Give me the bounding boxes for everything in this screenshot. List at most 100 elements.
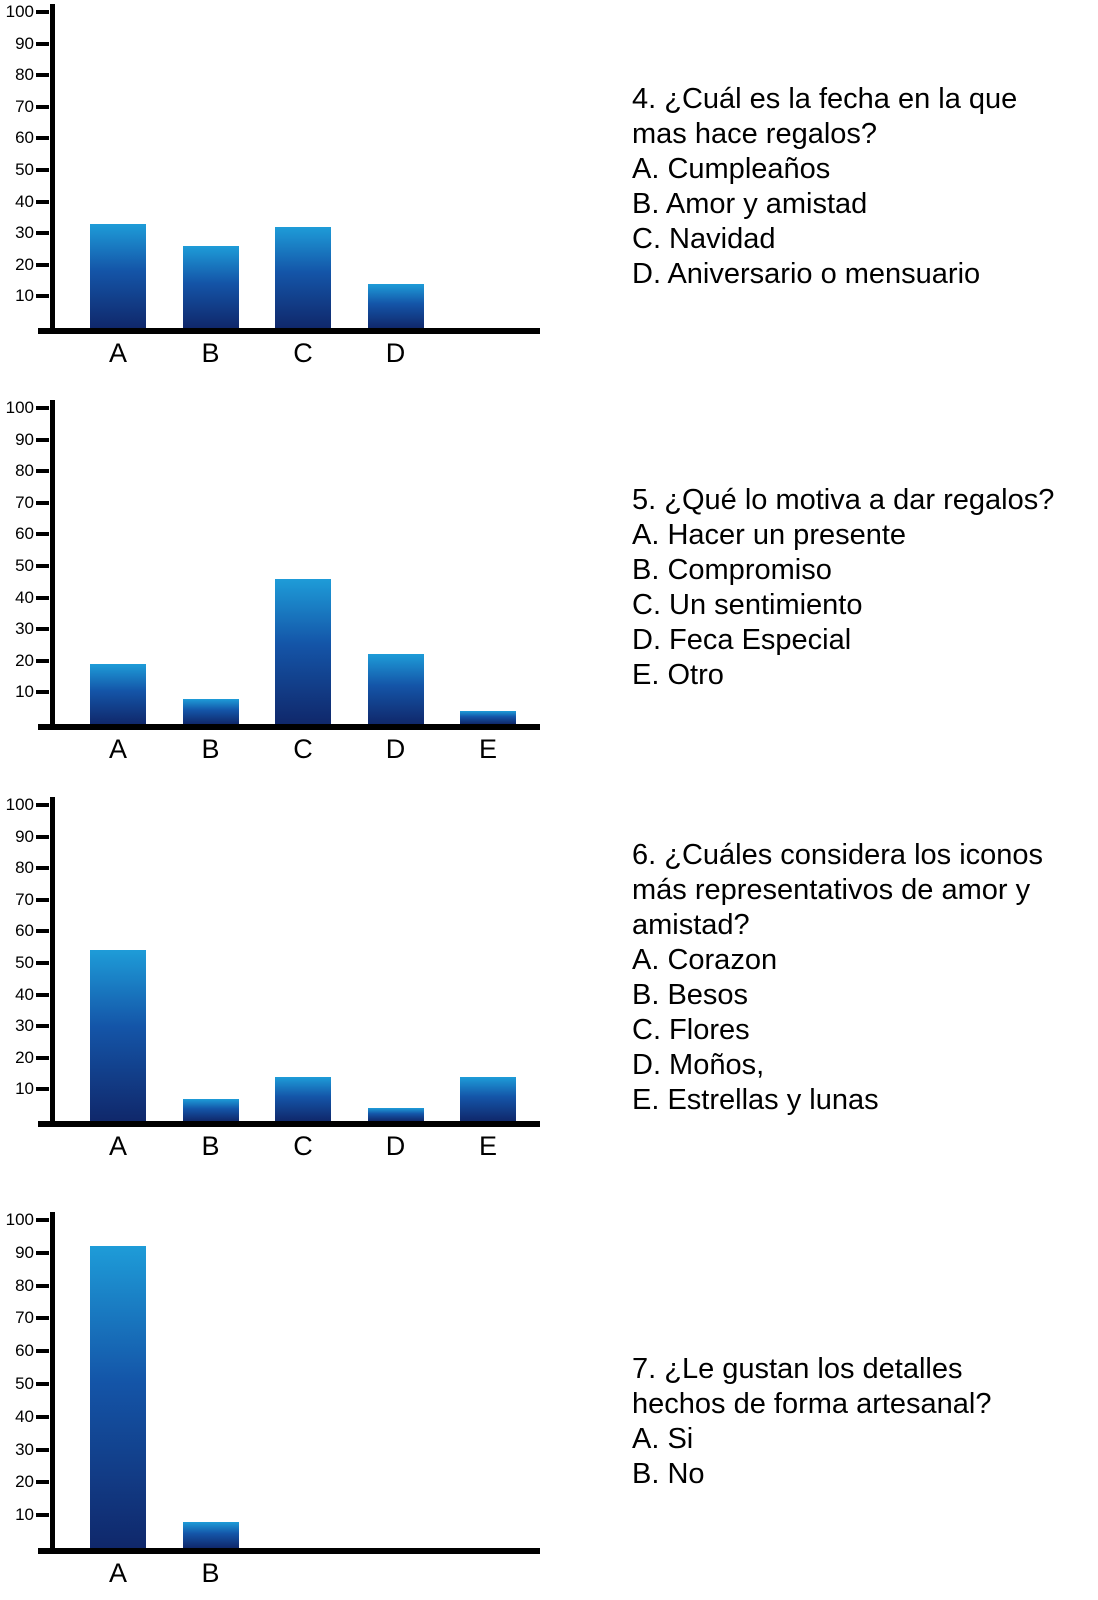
y-tick-mark (36, 897, 49, 902)
y-tick-mark (36, 199, 49, 204)
y-tick-label: 60 (15, 524, 34, 544)
bar-chart-question-7: 10 20 30 40 50 60 70 80 90 100 A B (0, 1208, 575, 1600)
question-option: B. Compromiso (632, 554, 832, 586)
y-tick-label: 30 (15, 223, 34, 243)
y-tick-label: 100 (5, 795, 34, 814)
question-option: A. Corazon (632, 944, 778, 976)
y-tick-mark (36, 803, 49, 807)
question-5-text: 5. ¿Qué lo motiva a dar regalos? (632, 484, 1055, 516)
y-tick-label: 70 (15, 96, 34, 116)
y-tick-label: 20 (15, 1472, 34, 1492)
question-4-text: 4. ¿Cuál es la fecha en la que mas hace … (632, 83, 1018, 150)
y-tick-mark (36, 1250, 49, 1255)
bar-chart-question-5: 10 20 30 40 50 60 70 80 90 100 A B C D E (0, 396, 575, 793)
y-tick-mark (36, 168, 49, 172)
y-tick-label: 90 (15, 826, 34, 846)
y-tick-label: 80 (15, 461, 34, 481)
y-tick-mark (36, 136, 49, 141)
question-4-block: 4. ¿Cuál es la fecha en la que mas hace … (632, 82, 1077, 292)
x-axis-line (38, 328, 540, 334)
y-tick-mark (36, 41, 49, 46)
category-label-A: A (108, 734, 127, 764)
y-tick-mark (36, 866, 49, 871)
y-tick-label: 100 (5, 398, 34, 417)
y-axis-line (50, 1212, 55, 1548)
y-axis-line (50, 400, 55, 724)
question-option: E. Estrellas y lunas (632, 1084, 879, 1116)
y-tick-mark (36, 262, 49, 267)
category-label-E: E (478, 1131, 497, 1161)
question-5-options: A. Hacer un presente B. Compromiso C. Un s… (632, 518, 1098, 693)
y-tick-mark (36, 1024, 49, 1029)
y-tick-mark (36, 1447, 49, 1452)
y-tick-mark (36, 627, 49, 632)
y-tick-label: 50 (15, 160, 34, 179)
category-label-C: C (293, 1131, 313, 1161)
question-option: D. Feca Especial (632, 624, 852, 656)
y-tick-label: 80 (15, 65, 34, 85)
y-tick-mark (36, 1055, 49, 1060)
y-tick-mark (36, 564, 49, 568)
question-option: D. Aniversario o mensuario (632, 258, 981, 290)
x-axis-line (38, 1548, 540, 1554)
y-tick-mark (36, 1414, 49, 1419)
bar-D (367, 654, 424, 724)
y-tick-label: 70 (15, 492, 34, 512)
x-axis-line (38, 1121, 540, 1127)
bar-C (275, 1077, 331, 1121)
category-label-E: E (478, 734, 497, 764)
y-tick-mark (36, 73, 49, 78)
x-axis-line (38, 724, 540, 730)
question-option: B. No (632, 1458, 705, 1490)
question-option: C. Navidad (632, 223, 776, 255)
category-label-B: B (201, 1558, 220, 1588)
y-tick-label: 90 (15, 33, 34, 53)
bar-D (367, 1108, 424, 1121)
bar-A (90, 224, 146, 328)
y-tick-mark (36, 500, 49, 505)
y-tick-mark (36, 1087, 49, 1092)
y-tick-mark (36, 231, 49, 236)
category-label-D: D (385, 1131, 406, 1161)
y-tick-label: 50 (15, 1374, 34, 1393)
y-tick-mark (36, 1218, 49, 1222)
bar-A (90, 950, 146, 1121)
category-label-D: D (385, 734, 406, 764)
category-label-D: D (385, 338, 406, 368)
question-option: C. Flores (632, 1014, 750, 1046)
y-tick-label: 60 (15, 1341, 34, 1361)
bar-chart-question-6: 10 20 30 40 50 60 70 80 90 100 A B C D E (0, 793, 575, 1208)
question-option: B. Besos (632, 979, 749, 1011)
question-option: A. Hacer un presente (632, 519, 907, 551)
y-tick-label: 60 (15, 128, 34, 148)
y-tick-label: 10 (15, 1079, 34, 1099)
y-tick-mark (36, 929, 49, 934)
question-6-block: 6. ¿Cuáles considera los iconos más repr… (632, 838, 1080, 1118)
y-axis-line (50, 4, 55, 328)
category-label-C: C (293, 338, 313, 368)
bar-E (460, 711, 516, 724)
question-5-block: 5. ¿Qué lo motiva a dar regalos? A. Hace… (632, 483, 1098, 693)
y-axis-line (50, 797, 55, 1121)
category-label-A: A (108, 338, 127, 368)
y-tick-label: 90 (15, 429, 34, 449)
y-tick-label: 30 (15, 1016, 34, 1036)
y-tick-mark (36, 834, 49, 839)
y-tick-label: 70 (15, 1308, 34, 1328)
y-tick-mark (36, 294, 49, 299)
y-tick-mark (36, 437, 49, 442)
bar-C (275, 579, 331, 724)
category-label-C: C (293, 734, 313, 764)
category-label-B: B (201, 734, 220, 764)
y-tick-mark (36, 1349, 49, 1354)
bar-B (182, 246, 239, 328)
y-tick-mark (36, 658, 49, 663)
y-tick-label: 40 (15, 1406, 34, 1426)
y-tick-mark (36, 1283, 49, 1288)
category-label-A: A (108, 1558, 127, 1588)
category-label-B: B (201, 338, 220, 368)
y-tick-mark (36, 104, 49, 109)
question-4-options: A. Cumpleaños B. Amor y amistad C. Navidad… (632, 152, 1077, 292)
question-7-block: 7. ¿Le gustan los detalles hechos de for… (632, 1352, 1027, 1492)
y-tick-mark (36, 1513, 49, 1518)
